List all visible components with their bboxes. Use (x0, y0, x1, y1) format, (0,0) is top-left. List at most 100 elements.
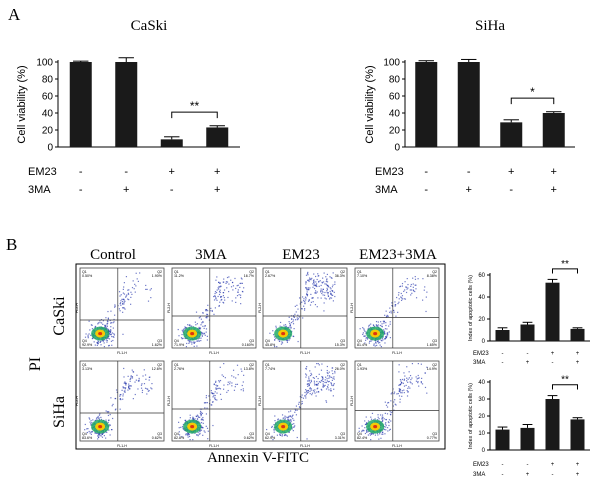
flow-dot (214, 307, 216, 309)
flow-dot (273, 334, 275, 336)
flow-dot (332, 377, 334, 379)
flow-axis-x-small: FL1-H (392, 444, 402, 448)
flow-dot (332, 290, 334, 292)
flow-dot (143, 383, 146, 385)
flow-dot (279, 434, 281, 436)
flow-dot (285, 416, 287, 418)
flow-dot (392, 405, 395, 407)
flow-dot (366, 422, 368, 425)
flow-dot (128, 299, 130, 301)
flow-dot (84, 429, 86, 431)
flow-col-title-em23: EM23 (282, 247, 320, 263)
flow-dot (326, 380, 328, 382)
flow-dot (368, 327, 370, 329)
flow-dot (148, 390, 150, 392)
flow-dot (326, 290, 328, 292)
flow-dot (381, 340, 383, 342)
flow-dot (304, 391, 306, 394)
flow-dot (102, 340, 104, 342)
flow-dot (362, 332, 364, 334)
flow-dot (309, 390, 311, 393)
flow-dot (308, 378, 310, 380)
flow-dot (385, 322, 387, 324)
flow-dot (316, 380, 318, 383)
flow-dot (129, 385, 132, 387)
treatment-label-3ma: 3MA (375, 184, 398, 196)
flow-dot (387, 334, 389, 336)
flow-dot (399, 401, 401, 403)
flow-dot (100, 418, 103, 421)
flow-dot (288, 339, 290, 341)
flow-dot (148, 379, 150, 381)
flow-dot (100, 416, 102, 419)
flow-dot (97, 323, 99, 325)
flow-dot (122, 288, 124, 290)
flow-dot (306, 293, 308, 295)
flow-dot (223, 289, 226, 291)
flow-dot (200, 414, 202, 416)
flow-dot (305, 368, 307, 370)
flow-dot (200, 425, 202, 427)
treatment-sign: + (508, 166, 514, 178)
flow-dot (374, 418, 376, 420)
flow-dot (385, 337, 387, 339)
flow-dot (113, 333, 115, 335)
flow-dot (122, 333, 124, 335)
flow-dot (284, 326, 286, 328)
flow-dot (220, 295, 222, 298)
flow-dot (198, 326, 200, 329)
flow-dot (196, 340, 198, 342)
flow-dot (389, 337, 391, 339)
flow-dot (319, 280, 321, 282)
flow-dot (320, 369, 323, 371)
y-tick-label: 30 (478, 397, 485, 403)
y-tick-label: 20 (42, 126, 54, 137)
flow-dot (235, 297, 237, 299)
flow-dot (305, 395, 307, 397)
flow-dot (114, 314, 116, 316)
flow-dot (218, 380, 220, 382)
flow-dot (284, 433, 286, 436)
flow-dot (105, 339, 107, 341)
flow-dot (398, 371, 400, 373)
flow-dot (322, 383, 324, 385)
flow-dot (417, 278, 419, 280)
flow-dot (314, 389, 316, 391)
quadrant-value: 62.9% (265, 436, 276, 440)
flow-dot (242, 381, 244, 383)
flow-dot (371, 432, 373, 434)
flow-dot (98, 418, 101, 421)
flow-dot (391, 392, 393, 394)
significance-bracket (552, 268, 578, 274)
flow-dot (400, 382, 403, 384)
flow-dot (99, 322, 101, 324)
quadrant-value: 36.3% (335, 274, 346, 278)
flow-dot (389, 323, 391, 325)
flow-dot (311, 392, 314, 394)
flow-dot (150, 288, 152, 290)
flow-dot (364, 427, 366, 429)
flow-dot (318, 391, 320, 393)
flow-dot (384, 423, 386, 425)
flow-dot (306, 272, 309, 275)
flow-dot (403, 298, 405, 300)
flow-dot (112, 327, 114, 329)
flow-dot (235, 301, 237, 304)
flow-dot (390, 420, 392, 422)
flow-dot (230, 279, 232, 281)
treatment-sign: - (502, 462, 504, 468)
flow-dot (97, 341, 100, 343)
flow-dot (234, 386, 236, 388)
flow-dot (314, 292, 316, 294)
flow-dot (106, 411, 108, 413)
flow-dot (215, 380, 217, 382)
flow-dot (192, 418, 195, 421)
flow-dot (188, 324, 190, 326)
flow-dot (377, 416, 379, 418)
flow-dot (327, 381, 329, 383)
flow-dot (313, 281, 315, 283)
flow-dot (207, 316, 209, 318)
flow-dot (122, 395, 124, 397)
flow-dot (315, 281, 317, 283)
flow-dot (385, 336, 388, 338)
